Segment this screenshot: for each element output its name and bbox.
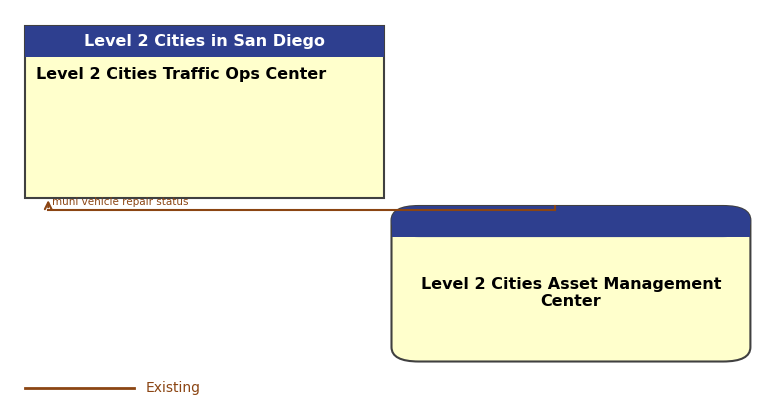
Bar [392,220,750,237]
FancyBboxPatch shape [392,206,750,237]
Text: Existing: Existing [146,381,200,395]
Text: muni vehicle repair status: muni vehicle repair status [52,197,189,207]
Bar [25,26,384,198]
FancyBboxPatch shape [392,206,750,361]
Bar [25,26,384,57]
Text: Level 2 Cities in San Diego: Level 2 Cities in San Diego [84,34,325,49]
Text: Level 2 Cities Traffic Ops Center: Level 2 Cities Traffic Ops Center [37,67,327,82]
Text: Level 2 Cities Asset Management
Center: Level 2 Cities Asset Management Center [420,277,721,309]
